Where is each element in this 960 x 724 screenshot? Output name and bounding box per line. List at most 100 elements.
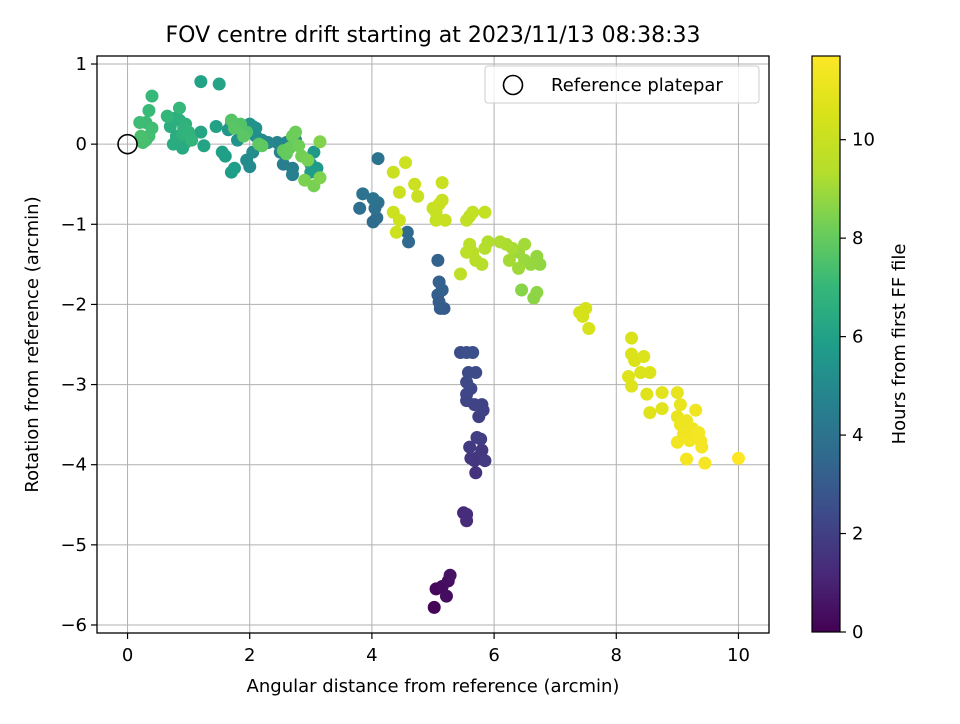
y-tick-label: −2 <box>60 294 87 315</box>
data-point <box>478 241 492 255</box>
x-tick-label: 2 <box>244 645 255 666</box>
data-point <box>134 129 148 143</box>
data-point <box>515 283 529 297</box>
data-point <box>285 168 299 182</box>
data-point <box>463 440 477 454</box>
data-point <box>695 440 709 454</box>
data-point <box>493 235 507 249</box>
x-tick-label: 6 <box>488 645 499 666</box>
x-tick-label: 8 <box>611 645 622 666</box>
x-axis-label: Angular distance from reference (arcmin) <box>247 676 620 697</box>
data-point <box>438 213 452 227</box>
data-point <box>313 135 327 149</box>
data-point <box>582 321 596 335</box>
data-point <box>435 176 449 190</box>
x-tick-label: 0 <box>122 645 133 666</box>
data-point <box>453 267 467 281</box>
colorbar: 0 2 4 6 8 10 Hours from first FF file <box>811 55 910 643</box>
colorbar-tick-label: 6 <box>852 327 863 348</box>
data-point <box>435 193 449 207</box>
data-point <box>172 101 186 115</box>
data-point <box>478 454 492 468</box>
data-point <box>399 156 413 170</box>
data-point <box>466 205 480 219</box>
data-point <box>643 406 657 420</box>
data-point <box>530 285 544 299</box>
data-point <box>386 165 400 179</box>
x-tick-label: 10 <box>727 645 750 666</box>
data-point <box>411 189 425 203</box>
data-point <box>392 213 406 227</box>
colorbar-tick-label: 4 <box>852 425 863 446</box>
data-point <box>655 402 669 416</box>
data-point <box>292 139 306 153</box>
data-point <box>408 177 422 191</box>
y-tick-label: −3 <box>60 375 87 396</box>
data-point <box>427 600 441 614</box>
data-point <box>298 173 312 187</box>
data-point <box>643 366 657 380</box>
data-point <box>133 116 147 130</box>
legend-marker <box>502 74 524 96</box>
data-point <box>579 301 593 315</box>
reference-platepar-marker <box>117 133 138 155</box>
legend-box <box>484 65 760 104</box>
data-point <box>371 152 385 166</box>
y-tick-label: −4 <box>60 455 87 476</box>
data-point <box>698 456 712 470</box>
data-point <box>625 379 639 393</box>
data-point <box>512 261 526 275</box>
data-point <box>469 466 483 480</box>
colorbar-label: Hours from first FF file <box>889 244 910 445</box>
data-point <box>301 153 315 167</box>
data-point <box>370 211 384 225</box>
data-point <box>683 434 697 448</box>
data-point <box>475 443 489 457</box>
data-point <box>625 331 639 345</box>
data-point <box>466 346 480 360</box>
data-point <box>353 201 367 215</box>
data-point <box>637 350 651 364</box>
y-tick-label: 1 <box>76 54 87 75</box>
data-point <box>313 171 327 185</box>
points-layer <box>133 75 745 614</box>
colorbar-ticks: 0 2 4 6 8 10 <box>840 130 875 643</box>
data-point <box>289 125 303 139</box>
y-tick-label: −6 <box>60 615 87 636</box>
y-tick-label: −5 <box>60 535 87 556</box>
data-point <box>461 366 475 380</box>
data-point <box>212 77 226 91</box>
chart-title: FOV centre drift starting at 2023/11/13 … <box>166 23 701 48</box>
y-tick-label: 0 <box>76 134 87 155</box>
data-point <box>680 452 694 466</box>
data-point <box>215 145 229 159</box>
data-point <box>518 237 532 251</box>
grid-layer <box>97 56 769 633</box>
y-tick-label: −1 <box>60 214 87 235</box>
x-tick-label: 4 <box>366 645 377 666</box>
data-point <box>673 398 687 412</box>
legend-label: Reference platepar <box>551 75 723 96</box>
data-point <box>389 225 403 239</box>
data-point <box>194 75 208 89</box>
data-point <box>460 245 474 259</box>
data-point <box>400 225 414 239</box>
data-point <box>366 192 380 206</box>
data-point <box>194 125 208 139</box>
data-point <box>237 129 251 143</box>
data-point <box>392 185 406 199</box>
colorbar-fill <box>812 56 840 632</box>
data-point <box>460 375 474 389</box>
data-point <box>185 133 199 147</box>
colorbar-tick-label: 0 <box>852 622 863 643</box>
data-point <box>470 430 484 444</box>
data-point <box>227 121 241 135</box>
data-point <box>443 568 457 582</box>
ticks-layer: 0 2 4 6 8 10 −6 −5 −4 −3 −2 −1 0 1 <box>60 54 749 666</box>
data-point <box>356 187 370 201</box>
data-point <box>209 120 223 134</box>
data-point <box>227 161 241 175</box>
y-axis-label: Rotation from reference (arcmin) <box>22 196 43 492</box>
